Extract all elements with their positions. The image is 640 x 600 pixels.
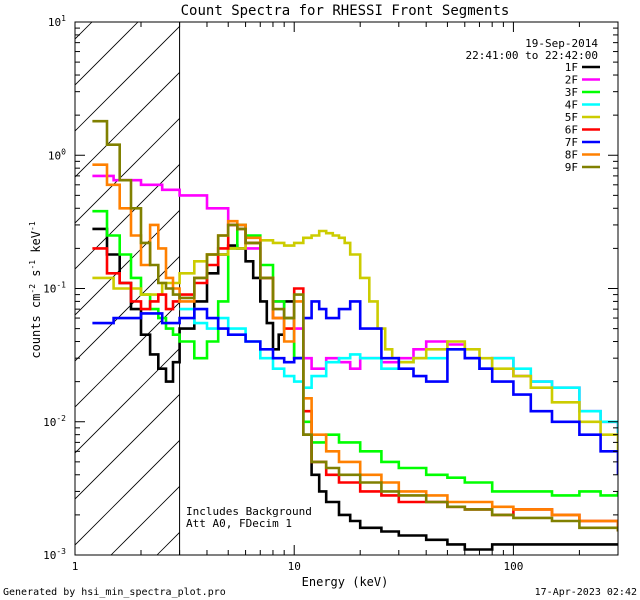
hatch-line [75,393,180,500]
hatch-line [75,209,180,316]
hatch-line [75,71,180,178]
y-tick-label: 10-1 [43,281,66,296]
series-7f-trace [92,300,618,475]
x-tick-labels: 1 10 100 [72,560,524,573]
series-1f-trace [92,227,618,551]
series-layer [92,119,618,551]
x-tick-label: 100 [503,560,523,573]
legend-label-5f: 5F [565,111,578,124]
hatch-line [75,25,180,132]
y-tick-label: 101 [48,14,66,29]
y-tick-label: 10-3 [43,547,66,562]
x-tick-label: 1 [72,560,79,573]
y-tick-label: 100 [48,147,66,162]
hatch-line [75,301,180,408]
chart-title: Count Spectra for RHESSI Front Segments [181,3,510,19]
axis-ticks [74,21,619,556]
legend-label-7f: 7F [565,136,578,149]
series-5f-trace [92,229,618,452]
x-axis-label: Energy (keV) [302,575,389,589]
legend-label-1f: 1F [565,61,578,74]
annotation-attenuator: Att A0, FDecim 1 [186,517,292,530]
y-axis-label: counts cm-2 s-1 keV-1 [28,221,43,358]
hatch-line [75,439,180,546]
footer-generator: Generated by hsi_min_spectra_plot.pro [3,587,226,598]
y-tick-label: 10-2 [43,414,66,429]
series-2f-trace [92,174,618,435]
legend-label-8f: 8F [565,149,578,162]
footer-timestamp: 17-Apr-2023 02:42 [535,587,637,598]
hatch-line [525,22,640,555]
legend-label-6f: 6F [565,124,578,137]
date-label: 19-Sep-2014 [525,37,598,50]
y-tick-labels: 101 100 10-1 10-2 10-3 [43,14,66,562]
legend-label-2f: 2F [565,74,578,87]
hatch-line [571,22,640,555]
series-6f-trace [92,223,618,532]
x-tick-label: 10 [288,560,301,573]
series-8f-trace [92,163,618,532]
series-9f-trace [92,119,618,532]
hatch-line [341,22,640,555]
legend-label-4f: 4F [565,99,578,112]
annotation-background: Includes Background [186,505,312,518]
legend-label-9f: 9F [565,161,578,174]
time-range-label: 22:41:00 to 22:42:00 [466,49,598,62]
legend-label-3f: 3F [565,86,578,99]
hatch-line [75,255,180,362]
hatch-line [0,22,46,555]
hatch-line [617,22,640,555]
